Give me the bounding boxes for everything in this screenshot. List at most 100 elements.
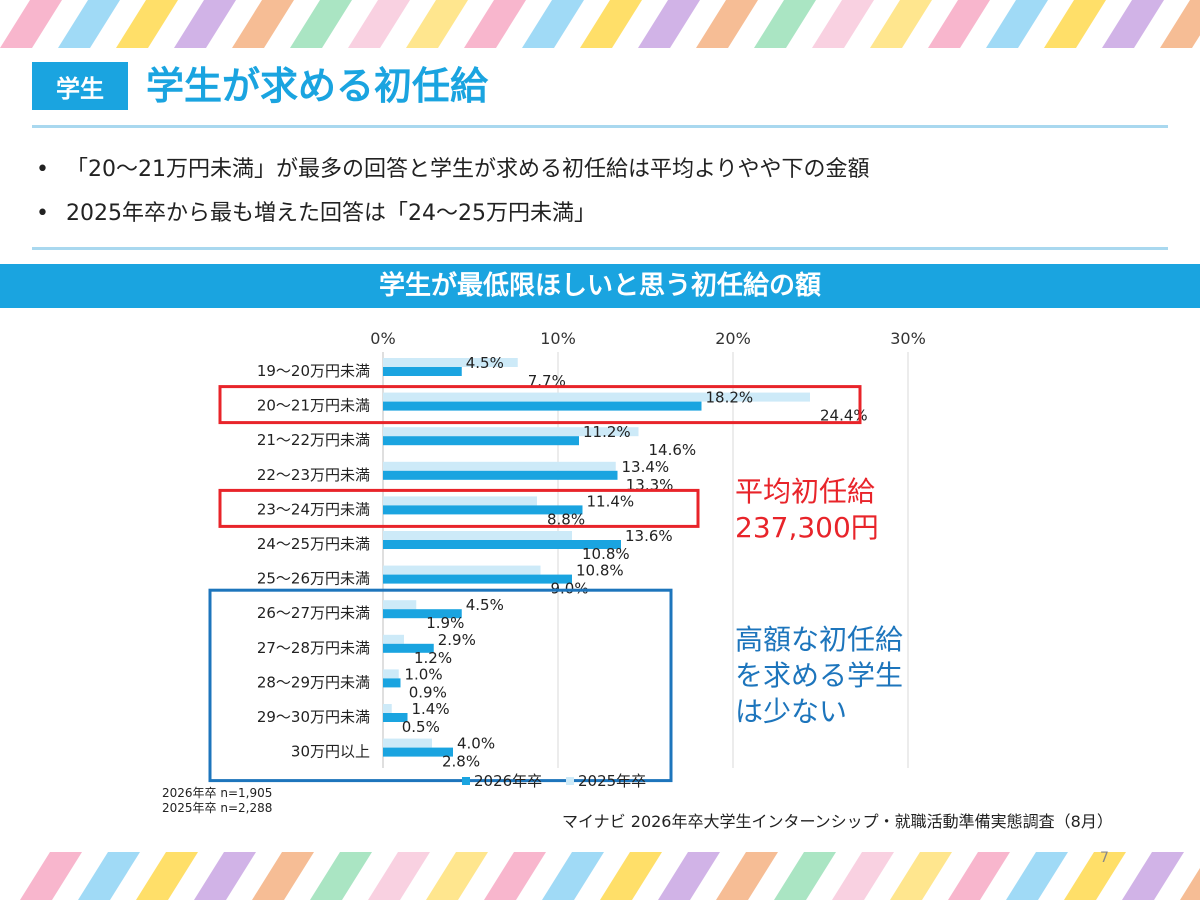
divider-top xyxy=(32,125,1168,128)
stripe xyxy=(252,852,314,900)
stripe xyxy=(0,0,62,48)
stripe xyxy=(58,0,120,48)
stripe xyxy=(522,0,584,48)
stripe xyxy=(1064,852,1126,900)
stripe xyxy=(928,0,990,48)
bar-2025 xyxy=(383,738,432,748)
average-salary-callout: 平均初任給 237,300円 xyxy=(735,475,879,544)
bar-2026 xyxy=(383,470,618,480)
bar-2025 xyxy=(383,634,404,644)
stripe xyxy=(20,852,82,900)
stripe xyxy=(774,852,836,900)
bar-2025 xyxy=(383,669,399,679)
stripe xyxy=(542,852,604,900)
stripe xyxy=(658,852,720,900)
bar-2025 xyxy=(383,704,392,713)
category-label: 24～25万円未満 xyxy=(257,535,370,553)
data-label-2026: 4.5% xyxy=(466,596,504,614)
data-label-2026: 2.9% xyxy=(438,631,476,649)
salary-bar-chart: 0% 10% 20% 30%19～20万円未満 4.5%7.7%20～21万円未満 18.… xyxy=(208,329,926,790)
stripe xyxy=(716,852,778,900)
bullet-item: • 「20～21万円未満」が最多の回答と学生が求める初任給は平均よりやや下の金額 xyxy=(36,157,870,182)
stripe xyxy=(600,852,662,900)
category-label: 27～28万円未満 xyxy=(257,639,370,657)
sample-size-note: 2026年卒 n=1,905 2025年卒 n=2,288 xyxy=(162,786,273,815)
stripe xyxy=(696,0,758,48)
category-label: 20～21万円未満 xyxy=(257,397,370,415)
stripe xyxy=(348,0,410,48)
stripe xyxy=(832,852,894,900)
bar-2026 xyxy=(383,436,579,446)
stripe xyxy=(948,852,1010,900)
stripe xyxy=(986,0,1048,48)
highlight-box-blue xyxy=(208,588,673,783)
category-label: 25～26万円未満 xyxy=(257,570,370,588)
data-label-2025: 24.4% xyxy=(820,407,868,425)
bar-2025 xyxy=(383,531,572,540)
bar-2026 xyxy=(383,713,408,722)
stripe xyxy=(1180,868,1200,900)
x-tick-label: 10% xyxy=(540,329,576,348)
bar-2026 xyxy=(383,367,462,376)
x-tick-label: 0% xyxy=(370,329,395,348)
data-label-2025: 10.8% xyxy=(582,545,630,563)
stripe xyxy=(368,852,430,900)
data-label-2026: 11.2% xyxy=(583,423,631,441)
x-tick-label: 20% xyxy=(715,329,751,348)
data-label-2026: 18.2% xyxy=(706,389,754,407)
stripe xyxy=(194,852,256,900)
bar-2026 xyxy=(383,747,453,757)
chart-banner: 学生が最低限ほしいと思う初任給の額 xyxy=(0,264,1200,308)
data-label-2025: 8.8% xyxy=(547,510,585,528)
legend-swatch-2026 xyxy=(462,777,470,785)
stripe xyxy=(116,0,178,48)
category-label: 19～20万円未満 xyxy=(257,362,370,380)
stripe xyxy=(638,0,700,48)
bar-2025 xyxy=(383,461,616,471)
bar-2025 xyxy=(383,392,810,402)
stripe xyxy=(1044,0,1106,48)
stripe xyxy=(174,0,236,48)
data-label-2026: 13.6% xyxy=(625,527,673,545)
bar-2026 xyxy=(383,574,572,584)
category-label: 28～29万円未満 xyxy=(257,673,370,691)
stripe xyxy=(290,0,352,48)
legend-swatch-2025 xyxy=(566,777,574,785)
data-label-2026: 1.4% xyxy=(412,700,450,718)
data-label-2025: 2.8% xyxy=(442,753,480,771)
page-title: 学生が求める初任給 xyxy=(146,64,489,108)
source-citation: マイナビ 2026年卒大学生インターンシップ・就職活動準備実態調査（8月） xyxy=(562,812,1113,831)
decorative-stripes-bottom xyxy=(20,852,1200,900)
data-label-2025: 9.0% xyxy=(551,580,589,598)
category-label: 26～27万円未満 xyxy=(257,604,370,622)
data-label-2025: 0.9% xyxy=(409,683,447,701)
divider-bottom xyxy=(32,247,1168,250)
stripe xyxy=(406,0,468,48)
stripe xyxy=(754,0,816,48)
bullet-list: • 「20～21万円未満」が最多の回答と学生が求める初任給は平均よりやや下の金額 … xyxy=(36,148,870,236)
bar-2025 xyxy=(383,600,417,610)
stripe xyxy=(812,0,874,48)
legend-label-2026: 2026年卒 xyxy=(474,772,542,790)
stripe xyxy=(310,852,372,900)
stripe xyxy=(580,0,642,48)
high-salary-callout: 高額な初任給 を求める学生 は少ない xyxy=(735,623,904,728)
stripe xyxy=(1122,852,1184,900)
category-label: 29～30万円未満 xyxy=(257,708,370,726)
stripe xyxy=(484,852,546,900)
data-label-2025: 14.6% xyxy=(649,441,697,459)
data-label-2025: 1.2% xyxy=(414,649,452,667)
section-tag: 学生 xyxy=(32,62,128,110)
data-label-2025: 0.5% xyxy=(402,718,440,736)
bar-2026 xyxy=(383,678,401,688)
stripe xyxy=(1006,852,1068,900)
data-label-2026: 4.5% xyxy=(466,354,504,372)
bullet-item: • 2025年卒から最も増えた回答は「24～25万円未満」 xyxy=(36,201,596,226)
stripe xyxy=(1102,0,1164,48)
page-number: 7 xyxy=(1100,850,1109,866)
stripe xyxy=(1160,0,1200,48)
bar-2025 xyxy=(383,358,518,367)
category-label: 22～23万円未満 xyxy=(257,466,370,484)
bar-2026 xyxy=(383,643,434,653)
category-label: 23～24万円未満 xyxy=(257,500,370,518)
